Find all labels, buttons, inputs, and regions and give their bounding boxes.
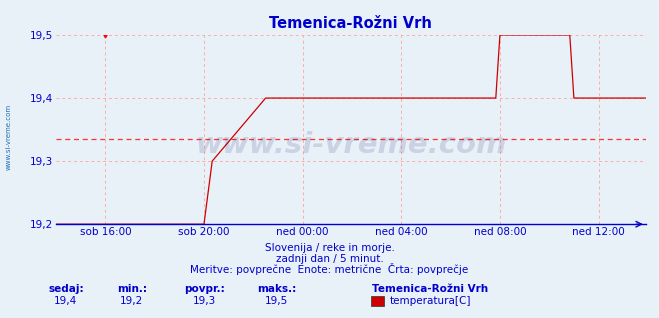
Text: povpr.:: povpr.: bbox=[184, 284, 225, 294]
Text: www.si-vreme.com: www.si-vreme.com bbox=[5, 104, 11, 170]
Text: temperatura[C]: temperatura[C] bbox=[389, 296, 471, 306]
Text: 19,2: 19,2 bbox=[120, 296, 144, 306]
Text: min.:: min.: bbox=[117, 284, 147, 294]
Text: www.si-vreme.com: www.si-vreme.com bbox=[195, 131, 507, 159]
Title: Temenica-Rožni Vrh: Temenica-Rožni Vrh bbox=[270, 16, 432, 31]
Text: 19,3: 19,3 bbox=[192, 296, 216, 306]
Text: 19,5: 19,5 bbox=[265, 296, 289, 306]
Text: 19,4: 19,4 bbox=[54, 296, 78, 306]
Text: maks.:: maks.: bbox=[257, 284, 297, 294]
Text: sedaj:: sedaj: bbox=[48, 284, 84, 294]
Text: zadnji dan / 5 minut.: zadnji dan / 5 minut. bbox=[275, 254, 384, 264]
Text: Slovenija / reke in morje.: Slovenija / reke in morje. bbox=[264, 243, 395, 253]
Text: Temenica-Rožni Vrh: Temenica-Rožni Vrh bbox=[372, 284, 488, 294]
Text: Meritve: povprečne  Enote: metrične  Črta: povprečje: Meritve: povprečne Enote: metrične Črta:… bbox=[190, 264, 469, 275]
